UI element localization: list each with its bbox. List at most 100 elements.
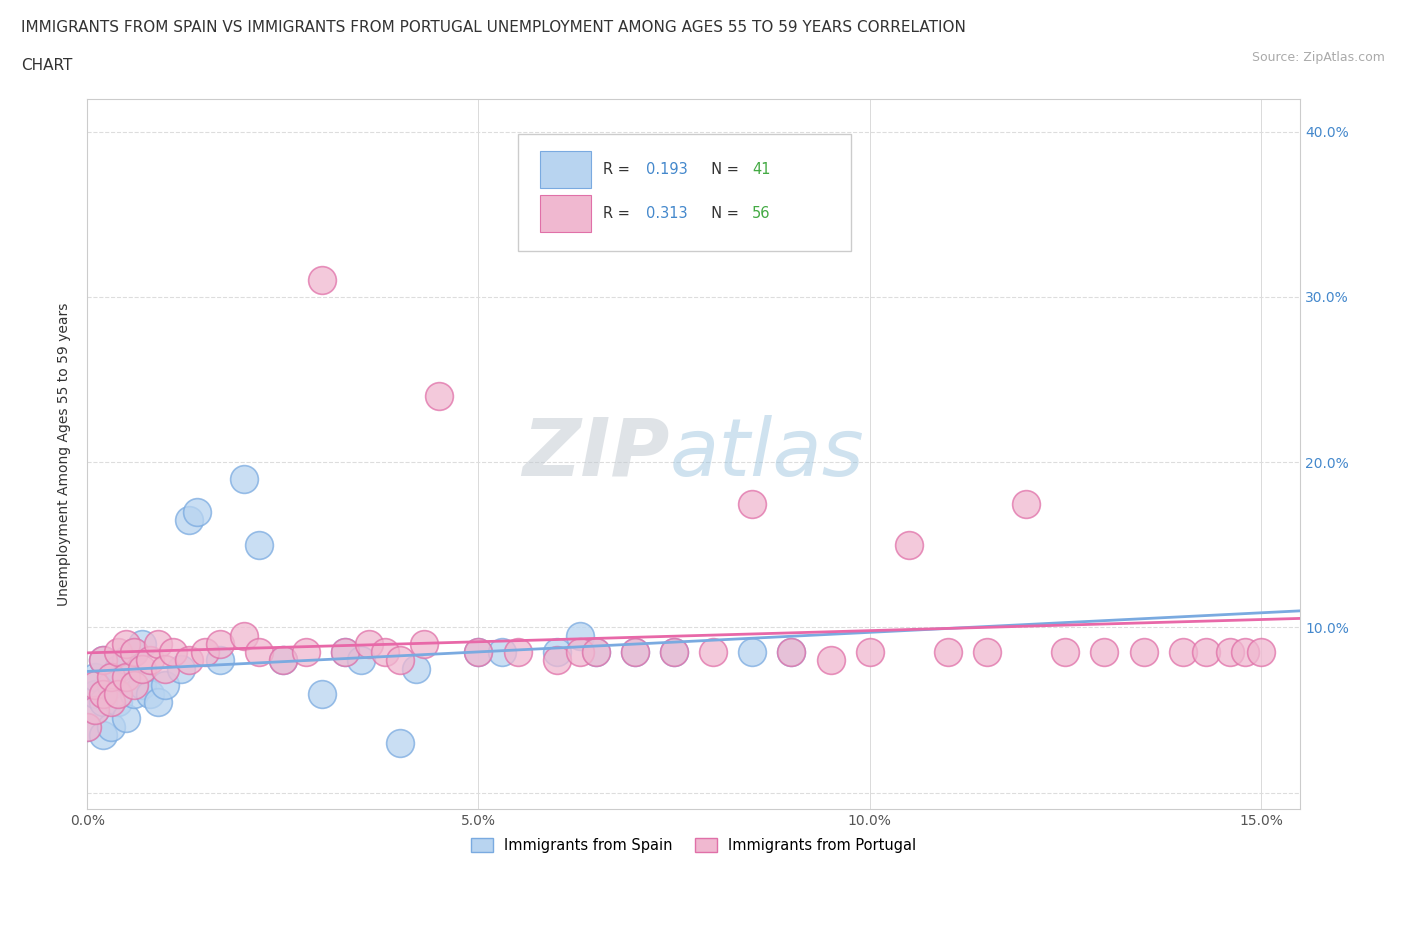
Point [1015,496,1038,511]
Point [936,644,959,659]
Point [115,670,138,684]
Point [84,703,107,718]
Point [146,636,169,651]
Point [271,653,294,668]
Point [569,644,592,659]
Point [209,636,232,651]
Point [1195,644,1218,659]
Point [780,644,803,659]
Point [100,670,122,684]
Point [357,636,380,651]
Point [1094,644,1116,659]
Text: IMMIGRANTS FROM SPAIN VS IMMIGRANTS FROM PORTUGAL UNEMPLOYMENT AMONG AGES 55 TO : IMMIGRANTS FROM SPAIN VS IMMIGRANTS FROM… [21,20,966,35]
Point [131,636,153,651]
Point [546,644,568,659]
Point [107,695,129,710]
Point [139,653,162,668]
FancyBboxPatch shape [540,194,591,232]
Text: ZIP: ZIP [522,415,669,493]
Point [91,686,114,701]
Point [76,719,98,734]
Point [131,678,153,693]
Point [350,653,373,668]
Point [859,644,882,659]
Point [624,644,647,659]
Point [177,653,200,668]
Point [1171,644,1194,659]
Point [139,686,162,701]
Point [741,644,763,659]
Point [662,644,685,659]
Point [311,273,333,288]
Text: R =: R = [603,206,634,220]
Point [467,644,489,659]
Point [271,653,294,668]
Point [247,538,270,552]
Point [389,736,412,751]
Point [335,644,357,659]
Point [84,678,107,693]
Text: CHART: CHART [21,58,73,73]
Point [1219,644,1241,659]
Point [115,711,138,725]
Text: 0.313: 0.313 [647,206,688,220]
Point [122,678,145,693]
Point [389,653,412,668]
Point [295,644,318,659]
Point [146,695,169,710]
Text: 41: 41 [752,162,770,177]
Point [412,636,434,651]
FancyBboxPatch shape [517,134,851,251]
Point [107,661,129,676]
Point [100,695,122,710]
Point [76,719,98,734]
Text: N =: N = [702,162,744,177]
Point [335,644,357,659]
Point [247,644,270,659]
Point [91,653,114,668]
Text: Source: ZipAtlas.com: Source: ZipAtlas.com [1251,51,1385,64]
Point [1132,644,1154,659]
Point [115,653,138,668]
Point [100,719,122,734]
Text: N =: N = [702,206,744,220]
Point [820,653,842,668]
Point [91,695,114,710]
Point [84,686,107,701]
Point [506,644,529,659]
Point [232,629,254,644]
Point [624,644,647,659]
Point [741,496,763,511]
Point [373,644,395,659]
Point [162,644,184,659]
Point [232,472,254,486]
Point [585,644,607,659]
Text: atlas: atlas [669,415,865,493]
Point [427,389,450,404]
Point [1054,644,1077,659]
Point [702,644,724,659]
Point [155,678,177,693]
Point [122,686,145,701]
FancyBboxPatch shape [540,151,591,188]
Point [107,644,129,659]
Point [405,661,427,676]
Text: R =: R = [603,162,634,177]
Point [107,686,129,701]
Point [585,644,607,659]
Point [193,644,215,659]
Point [115,636,138,651]
Point [155,661,177,676]
Point [467,644,489,659]
Point [1234,644,1257,659]
Point [209,653,232,668]
Point [569,629,592,644]
Point [546,653,568,668]
Y-axis label: Unemployment Among Ages 55 to 59 years: Unemployment Among Ages 55 to 59 years [58,302,72,605]
Point [662,644,685,659]
Point [780,644,803,659]
Point [311,686,333,701]
Point [122,644,145,659]
Point [186,504,208,519]
Point [91,653,114,668]
